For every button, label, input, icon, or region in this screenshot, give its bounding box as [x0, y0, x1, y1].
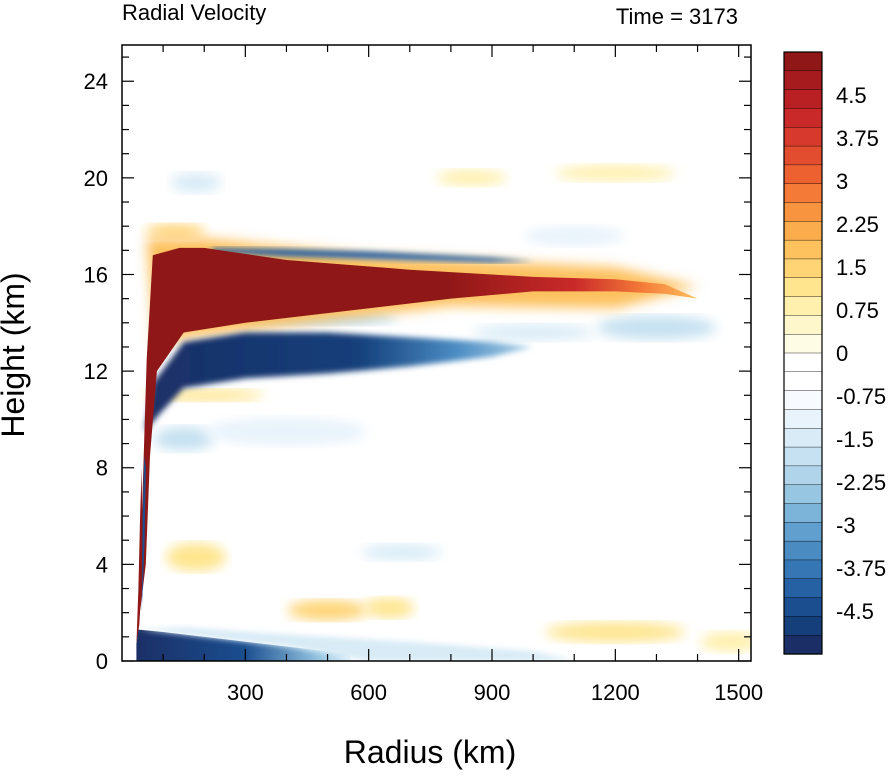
colorbar-swatch — [783, 465, 823, 486]
field-patch — [166, 543, 226, 572]
chart-title-right: Time = 3173 — [616, 4, 738, 29]
y-axis-label: Height (km) — [0, 272, 31, 437]
colorbar: 4.5 3.75 3 2.25 1.5 0.75 0 -0.75 -1.5 -2.25 -3 -3.7… — [783, 51, 886, 655]
y-tick-label: 20 — [84, 166, 108, 191]
x-axis-label: Radius (km) — [344, 734, 516, 770]
field-patch — [700, 631, 751, 652]
colorbar-swatch — [783, 108, 823, 128]
colorbar-label: 3 — [836, 169, 848, 194]
colorbar-swatch — [783, 221, 823, 241]
field-patch — [171, 172, 221, 193]
colorbar-swatch — [783, 578, 823, 599]
eyewall-inflow — [141, 455, 146, 613]
colorbar-swatch — [783, 371, 823, 392]
x-tick-label: 1200 — [591, 680, 640, 705]
colorbar-label: 1.5 — [836, 255, 867, 280]
colorbar-swatch — [783, 315, 823, 335]
colorbar-swatch — [783, 164, 823, 185]
colorbar-label: -3 — [836, 513, 856, 538]
boundary-layer-inflow — [136, 629, 353, 661]
plot-frame — [121, 44, 752, 662]
upper-outflow — [138, 247, 698, 625]
colorbar-swatch — [783, 89, 823, 110]
colorbar-swatch — [783, 616, 823, 636]
colorbar-swatch — [783, 503, 823, 523]
field-patch — [145, 224, 206, 239]
colorbar-swatch — [783, 559, 823, 580]
y-tick-label: 8 — [96, 456, 108, 481]
y-tick-label: 12 — [84, 359, 108, 384]
field-patch — [555, 165, 676, 182]
x-tick-label: 900 — [474, 680, 511, 705]
colorbar-swatch — [783, 277, 823, 298]
colorbar-swatch — [783, 522, 823, 542]
colorbar-swatch — [783, 239, 823, 260]
field-patch — [545, 622, 686, 643]
colorbar-label: -1.5 — [836, 427, 874, 452]
colorbar-swatch — [783, 428, 823, 448]
field-patch — [153, 426, 214, 451]
colorbar-swatch — [783, 127, 823, 147]
y-tick-label: 4 — [96, 552, 108, 577]
colorbar-swatch — [783, 183, 823, 204]
thin-inflow-above — [212, 247, 534, 263]
colorbar-swatch — [783, 333, 823, 354]
colorbar-frame — [783, 51, 823, 655]
colorbar-swatch — [783, 390, 823, 411]
heatmap-field — [136, 165, 751, 661]
colorbar-swatch — [783, 202, 823, 222]
field-patch — [287, 600, 368, 621]
field-patch — [473, 324, 594, 341]
colorbar-swatch — [783, 634, 823, 655]
colorbar-label: -3.75 — [836, 556, 886, 581]
colorbar-swatch — [783, 296, 823, 316]
colorbar-label: 0 — [836, 341, 848, 366]
inflow-below-outflow — [144, 332, 534, 432]
colorbar-label: 4.5 — [836, 83, 867, 108]
colorbar-swatch — [783, 352, 823, 373]
colorbar-swatch — [783, 540, 823, 561]
colorbar-swatch — [783, 51, 823, 72]
x-tick-label: 600 — [350, 680, 387, 705]
boundary-layer-edge — [138, 627, 575, 661]
y-tick-label: 0 — [96, 649, 108, 674]
colorbar-label: 3.75 — [836, 126, 879, 151]
colorbar-label: -4.5 — [836, 599, 874, 624]
x-tick-label: 1500 — [714, 680, 763, 705]
field-patch — [436, 169, 507, 186]
y-axis: 0 4 8 12 16 20 24 — [84, 56, 751, 674]
colorbar-swatch — [783, 409, 823, 429]
colorbar-swatch — [783, 484, 823, 505]
x-axis: 300 600 900 1200 1500 — [162, 45, 763, 705]
colorbar-label: -0.75 — [836, 384, 886, 409]
chart-title-left: Radial Velocity — [122, 0, 266, 25]
colorbar-swatch — [783, 258, 823, 279]
field-patch — [524, 225, 625, 246]
colorbar-label: 0.75 — [836, 298, 879, 323]
eyewall-updraft-outflow — [136, 467, 143, 645]
field-patch — [596, 315, 717, 340]
colorbar-swatch — [783, 446, 823, 467]
field-patch — [364, 597, 415, 618]
colorbar-swatch — [783, 70, 823, 91]
colorbar-label: -2.25 — [836, 470, 886, 495]
y-tick-label: 24 — [84, 69, 108, 94]
field-patch — [206, 417, 367, 446]
y-tick-label: 16 — [84, 262, 108, 287]
x-tick-label: 300 — [227, 680, 264, 705]
field-patch — [361, 544, 442, 561]
colorbar-swatch — [783, 597, 823, 617]
colorbar-label: 2.25 — [836, 212, 879, 237]
colorbar-swatch — [783, 145, 823, 166]
